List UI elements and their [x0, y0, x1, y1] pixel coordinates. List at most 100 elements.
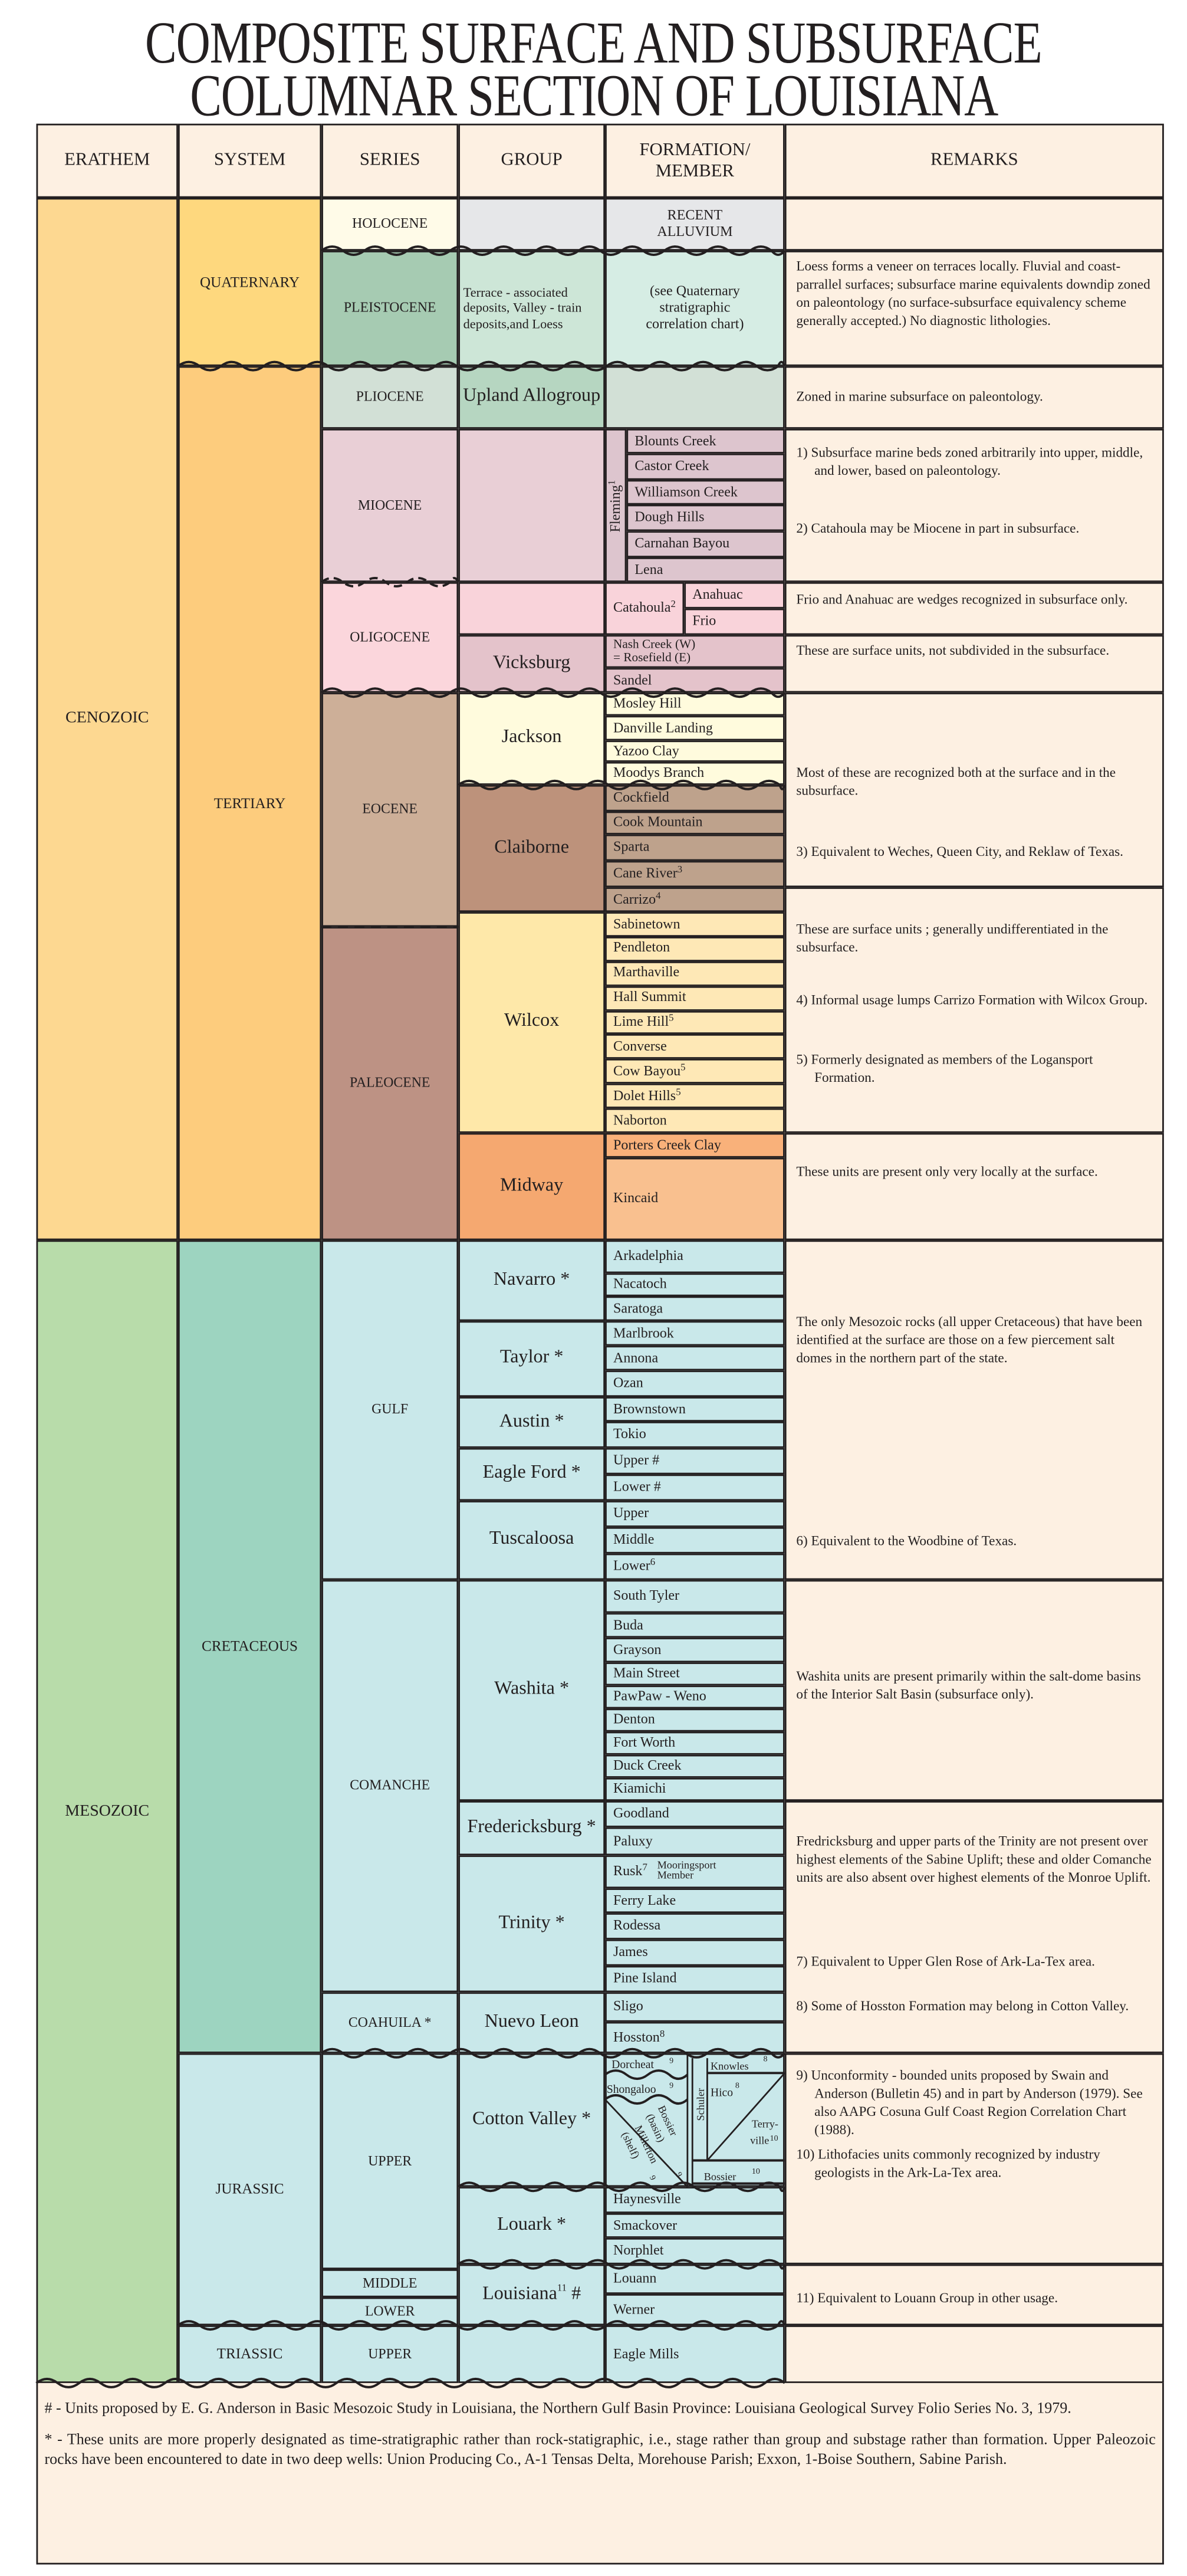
label-text: Carrizo — [613, 890, 656, 907]
remark-text: These are surface units, not subdivided … — [796, 643, 1110, 658]
label-text: South Tyler — [613, 1586, 680, 1603]
series-cell: PLEISTOCENE — [321, 250, 459, 366]
label-text: Taylor * — [499, 1348, 564, 1368]
column-header-4: FORMATION/ MEMBER — [605, 123, 785, 198]
footnote-ref: 5 — [676, 1088, 681, 1098]
cell-label: Cockfield — [613, 788, 669, 806]
remark-text: 8) Some of Hosston Formation may belong … — [796, 1999, 1129, 2014]
remarks-cell: These are surface units, not subdivided … — [784, 635, 1164, 693]
label-text: Louisiana — [482, 2283, 557, 2304]
formation-cell: Haynesville — [605, 2187, 785, 2213]
formation-cell: (see Quaternary stratigraphic correlatio… — [605, 250, 785, 366]
cell-label: Taylor * — [500, 1348, 564, 1370]
cell-label: PALEOCENE — [350, 1074, 430, 1091]
group-cell — [458, 582, 606, 635]
group-cell: Midway — [458, 1133, 606, 1241]
label-text: Kincaid — [613, 1189, 659, 1206]
cell-label: Claiborne — [494, 838, 569, 859]
cell-label: Frio — [692, 612, 716, 630]
label-text: Converse — [613, 1037, 667, 1054]
group-cell: Claiborne — [458, 785, 606, 913]
cell-label: Haynesville — [613, 2190, 681, 2209]
label-text: Cockfield — [613, 788, 669, 805]
cell-label: CRETACEOUS — [202, 1638, 298, 1655]
remark-text: 7) Equivalent to Upper Glen Rose of Ark-… — [796, 1954, 1095, 1970]
remarks-cell: Most of these are recognized both at the… — [784, 693, 1164, 888]
label-text: Dough Hills — [634, 508, 705, 525]
group-cell — [458, 2325, 606, 2383]
formation-cell: Blounts Creek — [626, 428, 785, 454]
cell-label: Sabinetown — [613, 914, 680, 933]
system-cell: QUATERNARY — [177, 198, 322, 366]
formation-cell: Grayson — [605, 1638, 785, 1663]
label-text: Williamson Creek — [634, 482, 738, 499]
footnote-ref: 5 — [680, 1063, 686, 1074]
label-text: Sligo — [613, 1997, 643, 2014]
member-note: Mooringsport Member — [657, 1859, 716, 1882]
remarks-cell: Zoned in marine subsurface on paleontolo… — [784, 366, 1164, 429]
cell-label: Cook Mountain — [613, 813, 703, 831]
formation-cell: Lower # — [605, 1474, 785, 1501]
remarks-cell: The only Mesozoic rocks (all upper Creta… — [784, 1240, 1164, 1580]
group-cell: Trinity * — [458, 1855, 606, 1993]
remark-text: 3) Equivalent to Weches, Queen City, and… — [796, 844, 1123, 859]
formation-cell: Upper — [605, 1501, 785, 1527]
formation-cell: Saratoga — [605, 1296, 785, 1321]
formation-cell: Hosston8 — [605, 2022, 785, 2053]
cell-label: HOLOCENE — [352, 215, 428, 232]
group-cell — [458, 428, 606, 582]
formation-cell: Nacatoch — [605, 1273, 785, 1297]
label-text: OLIGOCENE — [350, 628, 430, 645]
label-text: Naborton — [613, 1111, 667, 1128]
label-text: CENOZOIC — [65, 709, 149, 728]
cell-label: RECENT ALLUVIUM — [657, 206, 732, 241]
cell-label: Yazoo Clay — [613, 741, 679, 760]
group-cell: Taylor * — [458, 1321, 606, 1397]
label-text: PLIOCENE — [356, 388, 424, 405]
cell-label: Cow Bayou5 — [613, 1062, 686, 1080]
cell-label: Werner — [613, 2300, 655, 2318]
formation-cell: Annona — [605, 1346, 785, 1371]
label-text: LOWER — [364, 2301, 415, 2318]
label-text: EOCENE — [362, 800, 418, 817]
header-text: ERATHEM — [64, 150, 150, 170]
label-text: Nacatoch — [613, 1275, 667, 1292]
cell-label: LOWER — [364, 2301, 415, 2319]
cell-label: Austin * — [499, 1412, 564, 1433]
label-text: MESOZOIC — [65, 1802, 150, 1820]
cell-label: MIDDLE — [363, 2274, 417, 2291]
footnote-asterisk: * - These units are more properly design… — [44, 2431, 1156, 2469]
formation-cell: Dolet Hills5 — [605, 1084, 785, 1109]
label-text: TRIASSIC — [216, 2345, 283, 2362]
formation-cell: Fort Worth — [605, 1731, 785, 1755]
series-cell: PALEOCENE — [321, 927, 459, 1241]
label-text: Sparta — [613, 838, 650, 855]
formation-cell: South Tyler — [605, 1580, 785, 1613]
cell-label: UPPER — [368, 2345, 412, 2362]
label-text: Lena — [634, 560, 663, 577]
cell-label: Eagle Ford * — [483, 1463, 581, 1485]
cell-label: Denton — [613, 1711, 655, 1728]
remark-text: Most of these are recognized both at the… — [796, 765, 1116, 799]
cell-label: Midway — [500, 1176, 563, 1197]
cell-label: (see Quaternary stratigraphic correlatio… — [646, 283, 744, 333]
cell-label: CENOZOIC — [65, 710, 149, 729]
cell-label: Cane River3 — [613, 864, 682, 882]
group-cell: Louark * — [458, 2187, 606, 2265]
cell-label: EOCENE — [362, 800, 418, 818]
formation-cell: Sparta — [605, 834, 785, 861]
formation-cell: Fleming1 — [605, 428, 627, 582]
remark-text: Frio and Anahuac are wedges recognized i… — [796, 592, 1128, 607]
label-text: Frio — [692, 612, 716, 629]
cell-label: Cotton Valley * — [472, 2109, 591, 2131]
cell-label: Lena — [634, 560, 663, 578]
cell-label: UPPER — [368, 2152, 412, 2169]
cell-label: Carnahan Bayou — [634, 534, 729, 553]
label-text: Louann — [613, 2269, 657, 2286]
formation-cell: Middle — [605, 1527, 785, 1554]
label-text: Louark * — [497, 2214, 567, 2235]
label-text: Cook Mountain — [613, 813, 703, 830]
cell-label: Louann — [613, 2269, 657, 2288]
remarks-cell: Loess forms a veneer on terraces locally… — [784, 250, 1164, 366]
